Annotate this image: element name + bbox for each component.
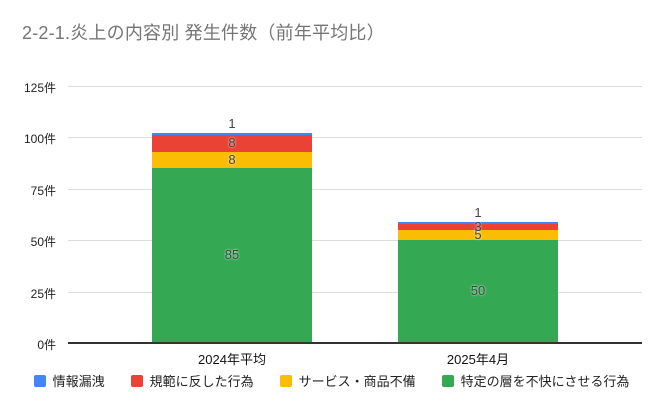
legend-item: 規範に反した行為 (130, 371, 254, 390)
legend-swatch (279, 374, 292, 387)
legend-swatch (33, 374, 46, 387)
value-label: 8 (228, 135, 236, 151)
chart-title: 2-2-1.炎上の内容別 発生件数（前年平均比） (22, 23, 385, 43)
value-label: 8 (228, 151, 236, 167)
value-label: 50 (470, 283, 486, 299)
gridline (68, 86, 642, 87)
value-label: 1 (474, 204, 482, 220)
y-tick-label: 25件 (30, 286, 56, 301)
legend: 情報漏洩 規範に反した行為 サービス・商品不備 特定の層を不快にさせる行為 (0, 371, 663, 390)
value-label: 1 (228, 116, 236, 132)
y-tick-label: 75件 (30, 183, 56, 198)
gridline (68, 188, 642, 190)
bar-segment-サービス・商品不備 (152, 151, 312, 169)
legend-item: 特定の層を不快にさせる行為 (441, 371, 630, 390)
bar-segment-規範に反した行為 (398, 223, 558, 230)
bar-segment-情報漏洩 (152, 133, 312, 136)
legend-item: 情報漏洩 (33, 371, 105, 390)
y-tick-label: 100件 (23, 132, 56, 147)
x-axis-line (68, 342, 642, 344)
gridline (68, 137, 642, 139)
legend-label: 特定の層を不快にさせる行為 (460, 374, 630, 389)
gridline (68, 291, 642, 293)
plot-area: 85 8 8 1 2024年平均 50 5 3 1 2025年4月 (68, 86, 642, 367)
y-tick-label: 0件 (37, 338, 56, 352)
bar-segment-特定の層を不快にさせる行為 (152, 168, 312, 343)
y-tick-label: 125件 (23, 81, 56, 95)
legend-item: サービス・商品不備 (279, 371, 416, 390)
value-label: 5 (474, 227, 482, 243)
value-label: 85 (224, 247, 240, 263)
bar-segment-情報漏洩 (398, 221, 558, 224)
legend-label: 情報漏洩 (52, 374, 105, 389)
bar-segment-特定の層を不快にさせる行為 (398, 240, 558, 343)
x-category-label: 2025年4月 (446, 352, 510, 367)
legend-swatch (130, 374, 143, 387)
bar-segment-サービス・商品不備 (398, 229, 558, 241)
y-axis-labels: 0件 25件 50件 75件 100件 125件 (0, 81, 62, 352)
value-label: 3 (474, 218, 482, 234)
y-tick-label: 50件 (30, 235, 56, 250)
legend-swatch (441, 374, 454, 387)
legend-label: サービス・商品不備 (298, 374, 416, 389)
legend-label: 規範に反した行為 (149, 374, 254, 389)
bar-segment-規範に反した行為 (152, 135, 312, 152)
x-category-label: 2024年平均 (198, 352, 266, 367)
gridline (68, 240, 642, 242)
